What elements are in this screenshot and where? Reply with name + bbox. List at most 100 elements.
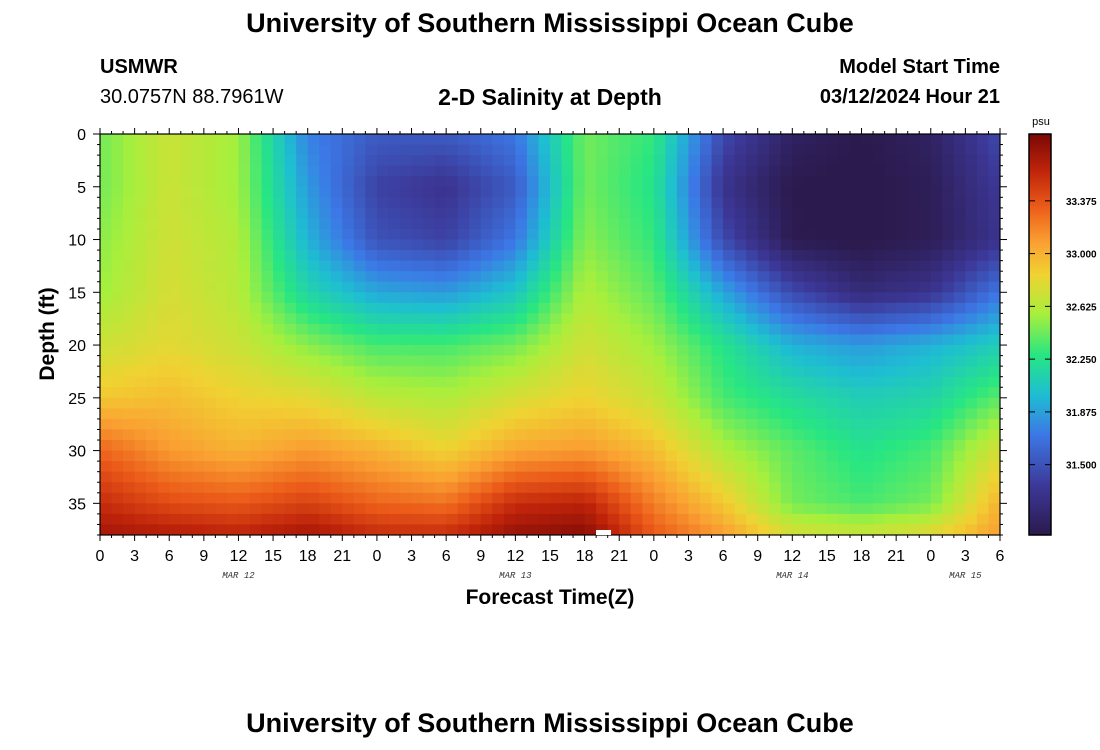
heatmap-cell (734, 440, 747, 452)
heatmap-cell (111, 440, 124, 452)
heatmap-cell (423, 387, 436, 399)
heatmap-cell (988, 503, 1000, 515)
heatmap-cell (480, 207, 493, 220)
heatmap-cell (838, 281, 851, 293)
heatmap-cell (861, 376, 874, 388)
heatmap-cell (861, 197, 874, 209)
heatmap-cell (342, 440, 355, 452)
heatmap-cell (826, 418, 840, 431)
heatmap-cell (250, 418, 263, 431)
heatmap-cell (503, 492, 516, 504)
heatmap-cell (884, 260, 897, 272)
heatmap-cell (307, 345, 320, 357)
heatmap-cell (376, 482, 390, 494)
heatmap-cell (319, 186, 332, 198)
heatmap-cell (630, 323, 643, 336)
heatmap-cell (607, 197, 620, 209)
heatmap-cell (192, 144, 205, 156)
heatmap-cell (330, 207, 343, 220)
heatmap-cell (607, 281, 620, 293)
heatmap-cell (388, 376, 401, 388)
heatmap-cell (573, 207, 586, 220)
heatmap-cell (873, 503, 886, 515)
heatmap-cell (757, 492, 770, 504)
heatmap-cell (446, 144, 459, 156)
heatmap-cell (411, 345, 424, 357)
heatmap-cell (307, 144, 320, 156)
heatmap-cell (480, 250, 493, 262)
heatmap-cell (434, 313, 447, 325)
heatmap-cell (446, 292, 459, 304)
heatmap-cell (492, 334, 505, 346)
heatmap-cell (400, 176, 413, 188)
heatmap-cell (930, 197, 943, 209)
heatmap-cell (538, 250, 551, 262)
heatmap-cell (192, 408, 205, 420)
heatmap-cell (134, 471, 147, 483)
heatmap-cell (780, 440, 793, 452)
heatmap-cell (469, 482, 482, 494)
heatmap-cell (596, 345, 609, 357)
heatmap-cell (480, 461, 493, 473)
heatmap-cell (930, 355, 943, 367)
heatmap-cell (515, 271, 528, 283)
heatmap-cell (988, 207, 1000, 220)
heatmap-cell (723, 197, 736, 209)
heatmap-cell (988, 429, 1000, 441)
heatmap-cell (250, 440, 263, 452)
heatmap-cell (273, 418, 286, 431)
heatmap-cell (319, 429, 332, 441)
heatmap-cell (538, 260, 551, 272)
heatmap-cell (250, 228, 263, 241)
heatmap-cell (942, 250, 955, 262)
heatmap-cell (561, 260, 574, 272)
heatmap-cell (607, 239, 620, 251)
heatmap-cell (723, 292, 736, 304)
heatmap-cell (988, 397, 1000, 409)
heatmap-cell (780, 228, 793, 241)
heatmap-cell (469, 345, 482, 357)
heatmap-cell (503, 471, 516, 483)
heatmap-cell (907, 366, 920, 378)
heatmap-cell (215, 176, 228, 188)
heatmap-cell (803, 513, 816, 526)
heatmap-cell (526, 492, 540, 504)
salinity-heatmap-chart: 0 3 6 9 12 15 18 21 0 3 6 9 12 15 18 21 0 3 6 9 12 15 18 21 0 3 6 … (36, 116, 1097, 609)
heatmap-cell (896, 260, 909, 272)
heatmap-cell (157, 524, 170, 535)
heatmap-cell (215, 144, 228, 156)
heatmap-cell (711, 440, 724, 452)
heatmap-cell (492, 345, 505, 357)
heatmap-cell (157, 250, 170, 262)
heatmap-cell (146, 271, 159, 283)
heatmap-cell (342, 471, 355, 483)
heatmap-cell (376, 376, 390, 388)
heatmap-cell (192, 239, 205, 251)
heatmap-cell (469, 503, 482, 515)
heatmap-cell (423, 176, 436, 188)
heatmap-cell (100, 345, 113, 357)
heatmap-cell (803, 134, 816, 146)
heatmap-cell (400, 323, 413, 336)
heatmap-cell (423, 513, 436, 526)
heatmap-cell (180, 197, 193, 209)
heatmap-cell (515, 418, 528, 431)
y-tick-label: 25 (68, 391, 86, 408)
heatmap-cell (815, 176, 828, 188)
heatmap-cell (561, 165, 574, 177)
heatmap-cell (676, 197, 690, 209)
heatmap-cell (273, 440, 286, 452)
heatmap-cell (884, 461, 897, 473)
heatmap-cell (330, 503, 343, 515)
heatmap-cell (215, 228, 228, 241)
heatmap-cell (550, 197, 563, 209)
heatmap-cell (434, 471, 447, 483)
heatmap-cell (861, 250, 874, 262)
heatmap-cell (284, 429, 297, 441)
heatmap-cell (226, 450, 240, 462)
heatmap-cell (330, 271, 343, 283)
heatmap-cell (942, 471, 955, 483)
heatmap-cell (342, 134, 355, 146)
heatmap-cell (884, 218, 897, 230)
heatmap-cell (815, 492, 828, 504)
